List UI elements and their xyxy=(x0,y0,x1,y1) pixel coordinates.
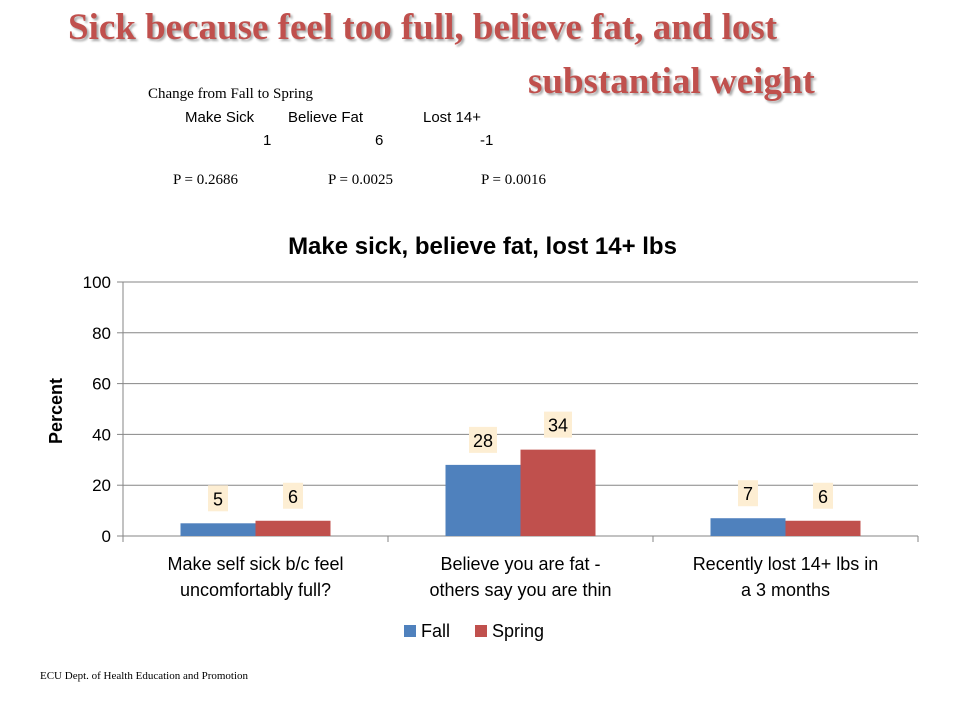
bar-spring-2 xyxy=(520,449,596,536)
legend-swatch-fall xyxy=(404,625,416,637)
x-tick-label-2-line-1: Believe you are fat - xyxy=(440,554,600,574)
y-tick-label-40: 40 xyxy=(92,425,111,444)
data-label-bg-fall-2 xyxy=(469,426,497,453)
data-label-fall-1: 5 xyxy=(213,489,223,509)
change-value-make-sick: 1 xyxy=(263,132,272,149)
x-tick-label-3-line-2: a 3 months xyxy=(741,580,830,600)
data-label-fall-3: 7 xyxy=(743,484,753,504)
change-value-lost-14: -1 xyxy=(480,132,494,149)
legend-swatch-spring xyxy=(475,625,487,637)
slide-title-line-1: Sick because feel too full, believe fat,… xyxy=(68,7,778,48)
p-value-lost-14: P = 0.0016 xyxy=(481,172,546,188)
legend-label-spring: Spring xyxy=(492,621,544,641)
x-tick-label-1-line-2: uncomfortably full? xyxy=(180,580,331,600)
data-label-fall-2: 28 xyxy=(473,431,493,451)
data-label-bg-fall-1 xyxy=(208,485,228,512)
chart-title: Make sick, believe fat, lost 14+ lbs xyxy=(288,233,677,260)
data-label-spring-3: 6 xyxy=(818,487,828,507)
data-label-spring-1: 6 xyxy=(288,487,298,507)
change-table-title: Change from Fall to Spring xyxy=(148,86,313,102)
data-label-spring-2: 34 xyxy=(548,416,568,436)
x-tick-label-2-line-2: others say you are thin xyxy=(429,580,611,600)
y-tick-label-20: 20 xyxy=(92,476,111,495)
x-tick-label-1-line-1: Make self sick b/c feel xyxy=(167,554,343,574)
slide-title-line-2: substantial weight xyxy=(528,61,815,102)
bar-spring-3 xyxy=(785,520,861,536)
y-tick-label-80: 80 xyxy=(92,324,111,343)
bar-fall-1 xyxy=(180,523,256,536)
data-label-bg-fall-3 xyxy=(738,480,758,507)
change-value-believe-fat: 6 xyxy=(375,132,384,149)
y-tick-label-0: 0 xyxy=(102,527,111,546)
footer-credit: ECU Dept. of Health Education and Promot… xyxy=(40,670,249,682)
change-header-lost-14: Lost 14+ xyxy=(423,109,481,126)
legend-label-fall: Fall xyxy=(421,621,450,641)
data-label-bg-spring-2 xyxy=(544,411,572,438)
bar-fall-2 xyxy=(445,464,521,536)
y-axis-label: Percent xyxy=(46,378,66,444)
data-label-bg-spring-3 xyxy=(813,482,833,509)
p-value-make-sick: P = 0.2686 xyxy=(173,172,238,188)
change-header-make-sick: Make Sick xyxy=(185,109,255,126)
data-label-bg-spring-1 xyxy=(283,482,303,509)
bar-spring-1 xyxy=(255,520,331,536)
bar-fall-3 xyxy=(710,518,786,536)
x-tick-label-3-line-1: Recently lost 14+ lbs in xyxy=(693,554,879,574)
p-value-believe-fat: P = 0.0025 xyxy=(328,172,393,188)
y-tick-label-60: 60 xyxy=(92,375,111,394)
y-tick-label-100: 100 xyxy=(83,273,111,292)
change-header-believe-fat: Believe Fat xyxy=(288,109,364,126)
